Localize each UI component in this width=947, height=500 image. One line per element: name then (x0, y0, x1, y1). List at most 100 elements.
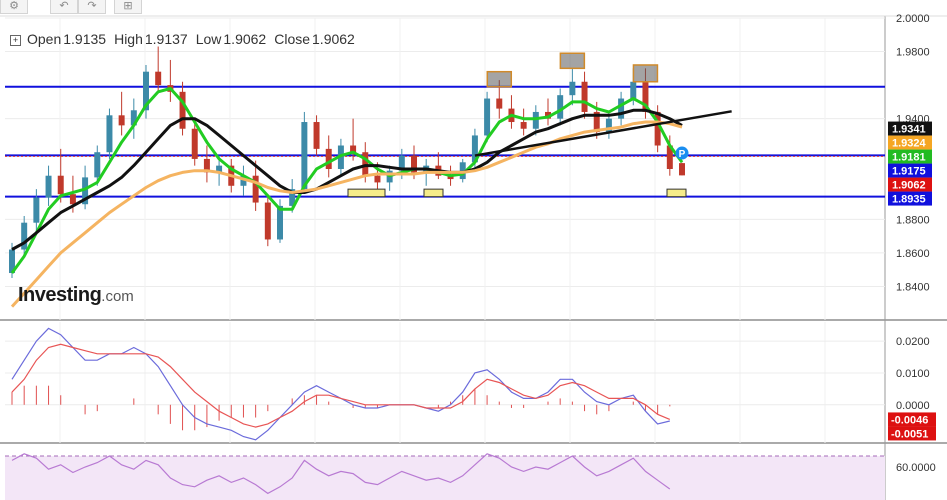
low-value: 1.9062 (223, 31, 267, 47)
candle-body (191, 128, 198, 159)
open-label: Open (27, 31, 62, 47)
support-zone-box (423, 188, 444, 198)
price-tag (888, 121, 932, 136)
macd-tag (888, 412, 936, 427)
price-tag (888, 163, 932, 178)
candle-body (605, 118, 612, 133)
rsi-line (11, 453, 671, 495)
candle-body (630, 81, 637, 99)
candle-body (203, 158, 210, 173)
candle-body (313, 122, 320, 149)
candle-body (82, 177, 89, 205)
candle-body (459, 162, 466, 180)
expand-icon[interactable]: + (10, 35, 21, 46)
price-tag-label: 1.8935 (892, 194, 926, 206)
close-value: 1.9062 (312, 31, 355, 47)
support-zone-box (347, 188, 386, 198)
candle-body (143, 71, 149, 111)
price-tick-label: 1.8600 (896, 248, 930, 260)
price-tick-label: 1.9800 (896, 47, 930, 59)
investing-logo: Investing.com (18, 284, 134, 307)
redo-icon[interactable]: ↷ (78, 0, 106, 14)
macd-tag-label: -0.0046 (891, 414, 928, 426)
low-label: Low (195, 31, 222, 47)
grid (0, 15, 947, 500)
price-tick-label: 1.8800 (896, 214, 930, 226)
macd-panel (11, 327, 671, 441)
candle-body (654, 111, 661, 146)
price-tag (888, 177, 932, 192)
candle-body (362, 152, 369, 176)
pivot-marker-label: P (679, 149, 686, 160)
resistance-zone-box (632, 64, 659, 83)
candle-body (532, 111, 539, 129)
price-tag-label: 1.9324 (892, 138, 927, 150)
candle-body (106, 115, 113, 153)
add-chart-icon[interactable]: ⊞ (114, 0, 142, 14)
candle-body (33, 197, 40, 223)
moving-average-line (10, 87, 684, 274)
candle-body (252, 175, 259, 203)
candle-body (9, 249, 15, 274)
macd-tick-label: 0.0100 (896, 368, 930, 380)
candle-body (374, 175, 381, 183)
price-axis: 2.00001.98001.94001.88001.86001.84000.02… (888, 13, 936, 474)
candle-body (484, 98, 491, 136)
moving-averages (10, 87, 732, 308)
candle-body (618, 98, 625, 119)
candle-body (569, 81, 576, 96)
candle-body (398, 155, 405, 171)
candle-body (642, 81, 649, 112)
price-tag (888, 149, 932, 164)
price-tag-label: 1.9341 (892, 124, 926, 136)
pivot-marker (675, 146, 689, 160)
candle-body (240, 175, 247, 186)
candle-body (130, 110, 137, 126)
candle-body (557, 95, 564, 119)
candle-body (593, 111, 600, 133)
price-tag-label: 1.9181 (892, 152, 926, 164)
undo-icon[interactable]: ↶ (50, 0, 78, 14)
logo-suffix: .com (101, 288, 134, 305)
moving-average-line (10, 120, 683, 308)
macd-tick-label: 0.0000 (896, 400, 930, 412)
price-tag (888, 191, 932, 206)
candle-body (301, 122, 308, 190)
price-tag (888, 135, 932, 150)
rsi-panel (5, 453, 885, 500)
candle-body (69, 194, 76, 205)
macd-line (11, 327, 670, 441)
candle-body (679, 163, 685, 176)
trendline (474, 110, 732, 157)
candle-body (45, 175, 52, 198)
ohlc-readout: + Open 1.9135 High 1.9137 Low 1.9062 Close 1.906… (10, 31, 363, 47)
resistance-zone-box (486, 70, 513, 88)
candle-body (118, 115, 125, 126)
candle-body (471, 135, 478, 163)
candle-body (179, 91, 186, 129)
horizontal-levels (5, 85, 885, 198)
price-tag-label: 1.9175 (892, 166, 926, 178)
candle-body (264, 202, 271, 240)
candle-body (21, 222, 28, 250)
candle-body (155, 71, 162, 86)
macd-line (11, 343, 671, 428)
macd-tick-label: 0.0200 (896, 336, 930, 348)
candle-body (94, 152, 101, 178)
close-label: Close (274, 31, 311, 47)
price-tick-label: 2.0000 (896, 13, 930, 25)
toolbar: ⚙ ↶ ↷ ⊞ (0, 0, 947, 16)
candle-body (496, 98, 503, 109)
candle-body (350, 145, 357, 153)
high-label: High (114, 31, 143, 47)
candle-body (666, 145, 673, 169)
settings-icon[interactable]: ⚙ (0, 0, 28, 14)
resistance-zone-box (559, 52, 586, 70)
high-value: 1.9137 (144, 31, 188, 47)
candle-body (520, 122, 527, 129)
zones: P (347, 52, 689, 198)
macd-tag (888, 426, 936, 441)
rsi-tick-label: 60.0000 (896, 462, 936, 474)
candle-body (216, 165, 223, 173)
